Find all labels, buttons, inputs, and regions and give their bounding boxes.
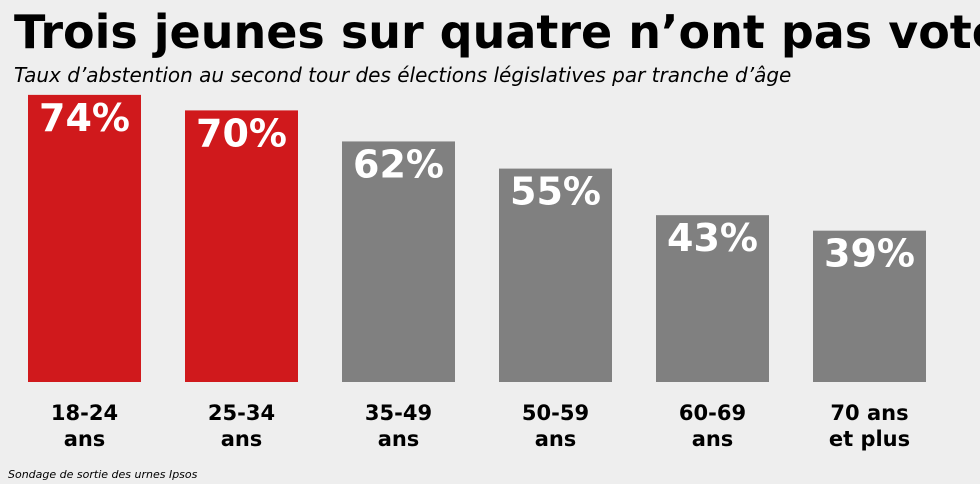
category-label: 18-24 bbox=[51, 401, 118, 425]
category-label: 35-49 bbox=[365, 401, 432, 425]
source-note: Sondage de sortie des urnes Ipsos bbox=[8, 468, 198, 481]
bar-18-24-ans bbox=[28, 94, 141, 382]
bar-60-69-ans bbox=[656, 215, 769, 382]
chart-subtitle: Taux d’abstention au second tour des éle… bbox=[14, 63, 792, 87]
bar-value-label: 74% bbox=[39, 96, 130, 140]
category-label: ans bbox=[378, 427, 420, 451]
bar-70-ans-et-plus bbox=[813, 230, 926, 382]
category-label: ans bbox=[535, 427, 577, 451]
category-label: et plus bbox=[829, 427, 910, 451]
bar-value-label: 55% bbox=[510, 170, 601, 214]
category-label: 25-34 bbox=[208, 401, 275, 425]
bar-25-34-ans bbox=[185, 110, 298, 383]
bar-value-label: 43% bbox=[667, 216, 758, 260]
category-label: ans bbox=[692, 427, 734, 451]
bar-value-label: 70% bbox=[196, 111, 287, 155]
category-label: ans bbox=[64, 427, 106, 451]
bar-50-59-ans bbox=[499, 168, 612, 382]
category-label: ans bbox=[221, 427, 263, 451]
category-label: 50-59 bbox=[522, 401, 589, 425]
chart-title: Trois jeunes sur quatre n’ont pas voté bbox=[14, 5, 980, 59]
bar-value-label: 62% bbox=[353, 142, 444, 186]
bar-value-label: 39% bbox=[824, 232, 915, 276]
bar-35-49-ans bbox=[342, 141, 455, 382]
category-label: 60-69 bbox=[679, 401, 746, 425]
category-label: 70 ans bbox=[830, 401, 908, 425]
